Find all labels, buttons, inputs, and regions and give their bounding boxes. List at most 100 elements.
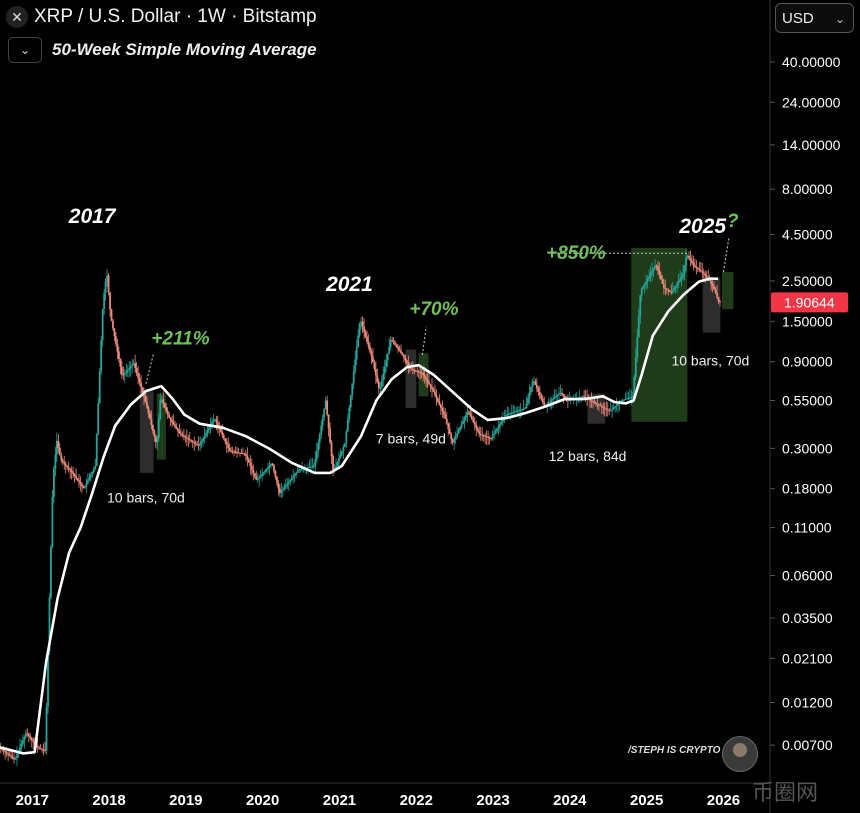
- chevron-down-icon[interactable]: ⌄: [8, 37, 42, 63]
- annotation-pct: +850%: [546, 243, 606, 264]
- candle-body: [264, 470, 267, 473]
- candle-body: [428, 382, 430, 385]
- candle-body: [100, 340, 103, 372]
- candle-body: [686, 255, 689, 258]
- candle-body: [53, 468, 55, 497]
- candle-body: [702, 272, 705, 275]
- candle-body: [499, 424, 501, 427]
- candle-body: [21, 740, 24, 744]
- candle-body: [44, 750, 46, 752]
- y-tick-label: 14.00000: [782, 137, 841, 153]
- candle-body: [553, 397, 556, 399]
- candle-body: [441, 407, 444, 412]
- candle-body: [324, 400, 327, 409]
- candle-body: [157, 419, 160, 439]
- candle-body: [462, 421, 464, 425]
- candle-body: [431, 386, 433, 390]
- candle-body: [280, 491, 283, 493]
- candle-body: [8, 754, 11, 756]
- x-tick-label: 2022: [400, 792, 433, 809]
- x-tick-label: 2025: [630, 792, 663, 809]
- candle-body: [401, 352, 404, 355]
- candle-body: [335, 466, 337, 470]
- candle-body: [655, 265, 658, 267]
- x-tick-label: 2020: [246, 792, 279, 809]
- candle-body: [180, 433, 182, 435]
- candle-body: [199, 443, 202, 446]
- candle-body: [478, 431, 481, 434]
- candle-body: [609, 410, 612, 412]
- y-tick-label: 1.50000: [782, 313, 833, 329]
- candle-body: [423, 375, 426, 378]
- candle-body: [420, 372, 423, 374]
- candle-body: [120, 366, 123, 375]
- x-tick-label: 2023: [476, 792, 509, 809]
- candle-body: [404, 357, 407, 361]
- candle-body: [197, 444, 200, 446]
- y-tick-label: 0.06000: [782, 567, 833, 583]
- candle-body: [57, 440, 60, 449]
- candle-body: [79, 482, 82, 485]
- candle-body: [338, 458, 340, 463]
- candle-body: [2, 749, 5, 752]
- candle-body: [172, 422, 175, 425]
- candle-body: [637, 316, 640, 338]
- candle-body: [600, 406, 603, 408]
- candle-body: [500, 421, 503, 425]
- watermark-text: /STEPH IS CRYPTO: [628, 745, 721, 756]
- candle-body: [104, 281, 107, 294]
- candle-body: [680, 276, 683, 280]
- candle-body: [670, 291, 673, 293]
- candle-body: [597, 404, 600, 406]
- candle-body: [631, 396, 634, 398]
- candle-body: [327, 414, 330, 429]
- candle-body: [307, 467, 309, 469]
- candle-body: [69, 468, 72, 471]
- candle-body: [75, 476, 77, 479]
- candle-body: [245, 453, 247, 456]
- candle-body: [187, 438, 190, 440]
- candle-body: [391, 340, 394, 342]
- currency-select[interactable]: USD ⌄: [775, 3, 854, 33]
- candle-body: [122, 374, 125, 376]
- candle-body: [110, 309, 113, 321]
- candle-body: [711, 283, 714, 287]
- annotation-note: 7 bars, 49d: [376, 431, 446, 447]
- candle-body: [447, 423, 450, 429]
- candle-body: [468, 411, 470, 414]
- candle-body: [132, 363, 135, 366]
- close-icon[interactable]: ✕: [6, 6, 28, 28]
- candle-body: [716, 292, 718, 297]
- candle-body: [556, 394, 559, 396]
- candle-body: [273, 465, 275, 471]
- candle-body: [389, 340, 392, 347]
- candle-body: [203, 435, 206, 439]
- candle-body: [339, 454, 342, 459]
- candle-body: [509, 413, 512, 415]
- candle-body: [343, 443, 346, 448]
- candle-body: [642, 286, 645, 290]
- candle-body: [682, 273, 684, 277]
- candle-body: [395, 344, 398, 347]
- candle-body: [230, 451, 233, 453]
- candle-body: [537, 388, 540, 392]
- candle-body: [54, 454, 57, 469]
- candle-body: [151, 424, 154, 431]
- candle-body: [555, 395, 557, 398]
- candle-body: [144, 396, 147, 402]
- candle-body: [129, 366, 132, 369]
- candle-body: [413, 369, 416, 371]
- candle-body: [534, 381, 537, 385]
- candle-body: [278, 488, 281, 493]
- candle-body: [612, 407, 615, 410]
- candle-body: [274, 470, 277, 477]
- candle-body: [506, 414, 509, 416]
- candle-body: [425, 377, 427, 380]
- candle-body: [16, 754, 18, 758]
- candle-body: [370, 351, 373, 357]
- candle-body: [491, 435, 494, 439]
- candle-body: [27, 734, 30, 737]
- chart-title: XRP / U.S. Dollar · 1W · Bitstamp: [34, 6, 317, 27]
- candle-body: [679, 279, 682, 282]
